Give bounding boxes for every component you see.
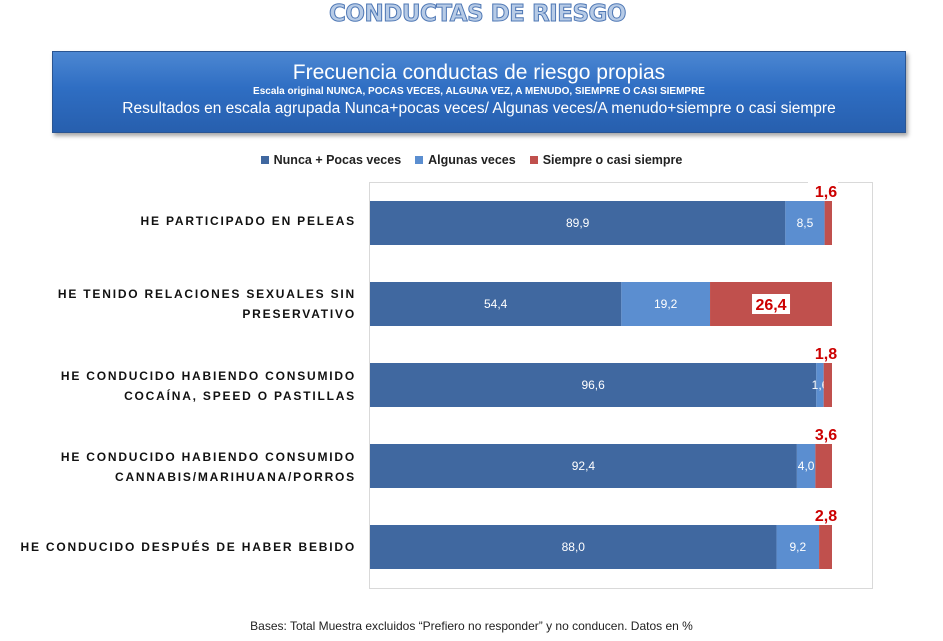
data-label: 1,8	[815, 346, 837, 363]
bar-segment-nunca	[370, 444, 797, 488]
bar-segment-algunas	[776, 525, 820, 569]
legend-swatch-nunca	[260, 156, 269, 164]
data-label-box	[808, 506, 838, 524]
data-label: 96,6	[581, 378, 605, 392]
bar-segment-nunca	[370, 201, 786, 245]
grouping-note: Resultados en escala agrupada Nunca+poca…	[122, 100, 836, 117]
category-label: HE CONDUCIDO HABIENDO CONSUMIDO COCAÍNA,…	[60, 369, 356, 403]
data-label: 19,2	[654, 297, 678, 311]
category-label: HE CONDUCIDO HABIENDO CONSUMIDO CANNABIS…	[60, 450, 356, 484]
legend-swatch-algunas	[415, 156, 424, 164]
data-label-box	[808, 344, 838, 362]
category-label: HE TENIDO RELACIONES SEXUALES SIN PRESER…	[57, 287, 356, 321]
data-label: 54,4	[484, 297, 508, 311]
legend-label-algunas: Algunas veces	[428, 153, 516, 167]
data-label: 9,2	[789, 540, 806, 554]
legend-item-algunas: Algunas veces	[415, 153, 516, 167]
legend-label-siempre: Siempre o casi siempre	[542, 153, 683, 167]
chart-legend: Nunca + Pocas veces Algunas veces Siempr…	[0, 151, 943, 169]
chart-header-banner: Frecuencia conductas de riesgo propias E…	[52, 51, 906, 133]
bar-segment-siempre	[819, 525, 832, 569]
data-label: 2,8	[815, 508, 837, 525]
data-label: 89,9	[566, 216, 590, 230]
legend-item-nunca: Nunca + Pocas veces	[260, 153, 402, 167]
page-title: CONDUCTAS DE RIESGO	[329, 1, 627, 28]
bar-segment-algunas	[621, 282, 711, 326]
data-label: 3,6	[815, 427, 837, 444]
bar-segment-algunas	[785, 201, 825, 245]
data-label: 8,5	[797, 216, 814, 230]
bar-segment-algunas	[816, 363, 824, 407]
plot-area	[369, 182, 873, 589]
scale-note: Escala original NUNCA, POCAS VECES, ALGU…	[253, 86, 705, 97]
legend-swatch-siempre	[529, 156, 538, 164]
bar-segment-nunca	[370, 525, 777, 569]
legend-item-siempre: Siempre o casi siempre	[529, 153, 683, 167]
data-label: 4,0	[798, 459, 815, 473]
data-label: 1,6	[815, 184, 837, 201]
bar-segment-siempre	[815, 444, 832, 488]
chart-title: Frecuencia conductas de riesgo propias	[292, 61, 666, 84]
data-label: 26,4	[755, 297, 786, 314]
bar-segment-nunca	[370, 363, 817, 407]
legend-label-nunca: Nunca + Pocas veces	[273, 153, 402, 167]
data-label-box	[808, 182, 838, 200]
bar-segment-siempre	[823, 363, 832, 407]
data-label: 88,0	[562, 540, 586, 554]
category-label: HE PARTICIPADO EN PELEAS	[140, 214, 356, 228]
category-label: HE CONDUCIDO DESPUÉS DE HABER BEBIDO	[20, 540, 356, 554]
data-label: 92,4	[572, 459, 596, 473]
data-label-box	[808, 425, 838, 443]
data-label-box	[752, 294, 791, 314]
bar-segment-algunas	[796, 444, 816, 488]
footnote: Bases: Total Muestra excluidos “Prefiero…	[250, 619, 693, 633]
bar-segment-siempre	[824, 201, 832, 245]
bar-segment-nunca	[370, 282, 622, 326]
